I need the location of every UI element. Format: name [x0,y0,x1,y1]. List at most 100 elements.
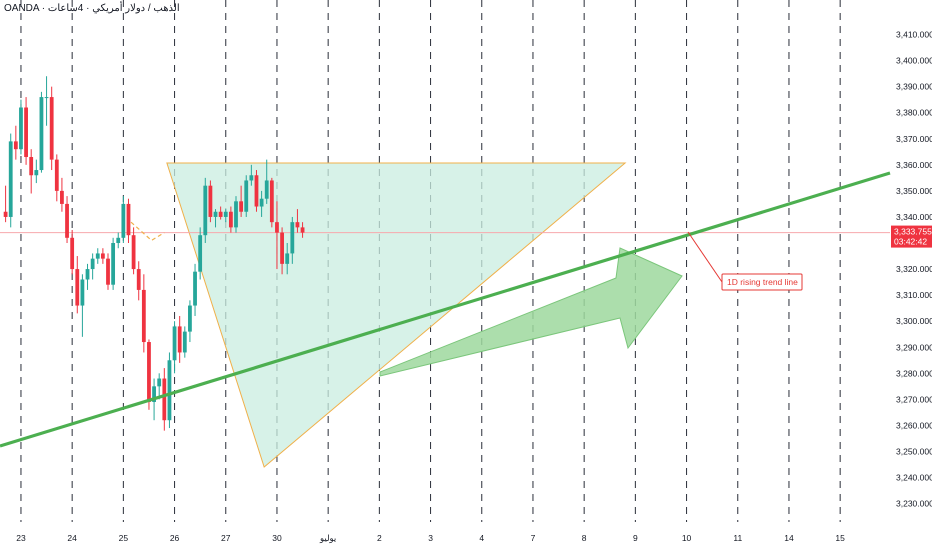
candle-body [49,97,54,160]
candles [3,76,305,431]
time-axis[interactable]: 23 24 25 26 27 30 يوليو 2 3 4 7 8 9 10 11 14 15 [16,533,845,544]
time-tick-label: 8 [582,533,587,543]
candle-body [136,269,141,290]
time-tick-label: 14 [784,533,794,543]
price-tick-label: 3,320.000 [896,264,932,274]
countdown-timer: 03:42:42 [894,237,927,247]
price-tick-label: 3,400.000 [896,56,932,66]
candle-body [44,97,49,99]
candle-body [290,222,295,254]
symbol-title: OANDA · الذهب / دولار أمريكي · 4ساعات [4,3,180,14]
candle-body [208,185,213,217]
candle-body [54,159,59,191]
time-tick-label: 7 [531,533,536,543]
candle-body [3,211,8,217]
price-tick-label: 3,290.000 [896,342,932,352]
candle-body [188,305,192,332]
candle-body [244,180,249,212]
time-tick-label: 24 [67,533,77,543]
candle-body [203,185,208,236]
time-tick-label: 15 [835,533,845,543]
candle-body [193,271,197,306]
last-price-tag: 3,333.755 03:42:42 [891,225,932,248]
candle-body [264,180,269,199]
price-tick-label: 3,230.000 [896,499,932,509]
price-tick-label: 3,300.000 [896,316,932,326]
price-tick-label: 3,360.000 [896,160,932,170]
candle-body [167,360,172,421]
candle-body [70,237,75,270]
time-tick-label: 4 [479,533,484,543]
candle-body [8,141,13,217]
candle-body [131,235,136,270]
candle-body [213,211,218,217]
price-tick-label: 3,240.000 [896,473,932,483]
price-tick-label: 3,340.000 [896,212,932,222]
price-tick-label: 3,260.000 [896,420,932,430]
price-tick-label: 3,280.000 [896,368,932,378]
candle-body [65,203,69,238]
candle-body [85,269,90,280]
candle-body [116,237,121,244]
time-tick-label: 27 [221,533,231,543]
candle-body [275,222,279,233]
candle-body [157,378,162,387]
candle-body [152,386,156,402]
orange-dashed-trend [130,221,165,242]
candle-body [13,141,18,150]
candle-body [172,326,177,361]
price-tick-label: 3,370.000 [896,134,932,144]
candle-body [111,243,116,285]
candle-body [60,190,64,204]
time-tick-label: 30 [272,533,282,543]
candle-body [29,157,34,176]
candle-body [106,258,110,285]
candle-body [121,203,126,238]
callout-label: 1D rising trend line [727,277,798,287]
candle-body [295,222,300,228]
candle-body [95,253,100,259]
price-tick-label: 3,410.000 [896,30,932,40]
time-tick-label: 23 [16,533,26,543]
candle-body [39,97,44,171]
candle-body [218,211,223,217]
candle-body [285,253,290,264]
candle-body [24,107,28,158]
candle-body [223,211,228,217]
price-tick-label: 3,310.000 [896,290,932,300]
time-tick-label: 9 [633,533,638,543]
candle-body [249,175,254,181]
candle-body [269,180,274,223]
candle-body [259,198,264,207]
candle-body [34,170,39,176]
candle-body [162,378,167,421]
candle-body [300,227,305,233]
candle-body [80,279,85,306]
candle-body [141,289,146,343]
candle-body [177,326,182,353]
trend-callout[interactable]: 1D rising trend line [721,273,803,291]
price-tag-bg [891,225,932,248]
candle-body [228,211,233,228]
price-axis[interactable]: 3,410.000 3,400.000 3,390.000 3,380.000 3,37… [896,30,932,509]
candle-body [234,201,238,228]
price-tick-label: 3,380.000 [896,108,932,118]
candle-body [182,331,187,353]
rising-trend-line[interactable] [0,171,891,448]
time-tick-label: 10 [682,533,692,543]
candle-body [19,107,23,150]
time-tick-label: 2 [377,533,382,543]
candle-body [280,232,284,264]
callout-box [721,273,803,291]
price-tick-label: 3,270.000 [896,394,932,404]
price-tick-label: 3,350.000 [896,186,932,196]
candle-body [239,201,244,212]
time-tick-label: 25 [119,533,129,543]
candle-body [254,175,259,207]
orange-dashed-segment [130,221,165,242]
candle-body [147,342,151,402]
price-tick-label: 3,250.000 [896,446,932,456]
time-tick-label: 26 [170,533,180,543]
projection-arrow [379,247,683,377]
